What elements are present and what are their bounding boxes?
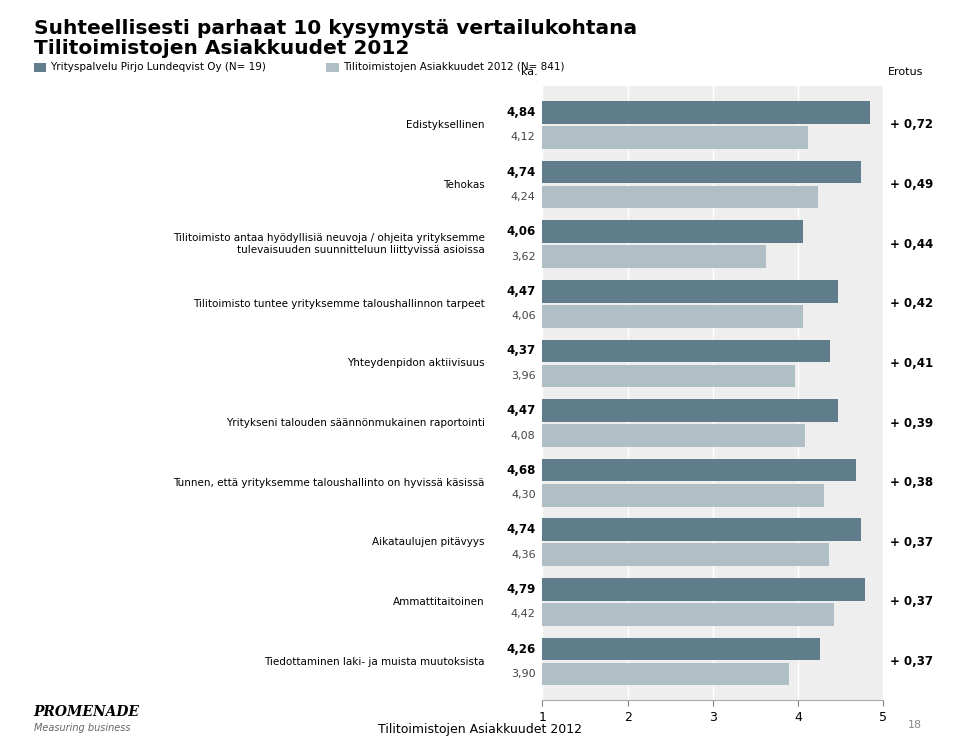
Bar bbox=[542, 424, 804, 447]
Text: 4,24: 4,24 bbox=[511, 192, 536, 202]
Text: + 0,39: + 0,39 bbox=[890, 416, 933, 429]
Text: 4,26: 4,26 bbox=[507, 643, 536, 655]
Text: Erotus: Erotus bbox=[888, 67, 924, 77]
Text: 4,42: 4,42 bbox=[511, 610, 536, 619]
Text: 4,74: 4,74 bbox=[507, 524, 536, 536]
Text: + 0,37: + 0,37 bbox=[890, 595, 933, 608]
Text: Aikataulujen pitävyys: Aikataulujen pitävyys bbox=[372, 537, 485, 548]
Text: 4,06: 4,06 bbox=[511, 312, 536, 321]
Text: 4,47: 4,47 bbox=[507, 285, 536, 298]
Text: 3,62: 3,62 bbox=[511, 252, 536, 261]
Bar bbox=[542, 246, 766, 268]
Text: Measuring business: Measuring business bbox=[34, 723, 131, 733]
Text: 4,30: 4,30 bbox=[511, 490, 536, 500]
Text: Tilitoimisto antaa hyödyllisiä neuvoja / ohjeita yrityksemme
tulevaisuuden suunn: Tilitoimisto antaa hyödyllisiä neuvoja /… bbox=[173, 233, 485, 255]
Bar bbox=[542, 101, 870, 124]
Bar bbox=[542, 663, 789, 685]
Bar bbox=[542, 637, 820, 661]
Text: Yrityspalvelu Pirjo Lundeqvist Oy (N= 19): Yrityspalvelu Pirjo Lundeqvist Oy (N= 19… bbox=[50, 62, 266, 73]
Text: 4,36: 4,36 bbox=[511, 550, 536, 560]
Text: Tehokas: Tehokas bbox=[444, 180, 485, 189]
Text: 4,68: 4,68 bbox=[506, 464, 536, 476]
Text: 4,06: 4,06 bbox=[507, 225, 536, 238]
Text: 3,96: 3,96 bbox=[511, 371, 536, 381]
Text: 4,84: 4,84 bbox=[506, 106, 536, 119]
Text: Yhteydenpidon aktiivisuus: Yhteydenpidon aktiivisuus bbox=[348, 359, 485, 369]
Bar bbox=[542, 365, 795, 387]
Text: + 0,72: + 0,72 bbox=[890, 118, 933, 131]
Bar bbox=[542, 484, 824, 506]
Text: Yritykseni talouden säännönmukainen raportointi: Yritykseni talouden säännönmukainen rapo… bbox=[226, 418, 485, 428]
Bar bbox=[542, 578, 865, 601]
Bar bbox=[542, 305, 804, 327]
Text: + 0,37: + 0,37 bbox=[890, 536, 933, 549]
Bar bbox=[542, 339, 829, 363]
Bar bbox=[542, 126, 808, 149]
Bar bbox=[542, 220, 804, 243]
Text: + 0,49: + 0,49 bbox=[890, 178, 933, 191]
Text: Tilitoimistojen Asiakkuudet 2012: Tilitoimistojen Asiakkuudet 2012 bbox=[378, 723, 582, 736]
Text: 4,74: 4,74 bbox=[507, 166, 536, 178]
Bar bbox=[542, 544, 828, 566]
Text: Tilitoimistojen Asiakkuudet 2012: Tilitoimistojen Asiakkuudet 2012 bbox=[34, 39, 409, 58]
Text: + 0,44: + 0,44 bbox=[890, 237, 933, 251]
Text: + 0,38: + 0,38 bbox=[890, 476, 933, 489]
Bar bbox=[542, 399, 838, 422]
Text: Tilitoimisto tuntee yrityksemme taloushallinnon tarpeet: Tilitoimisto tuntee yrityksemme talousha… bbox=[193, 299, 485, 309]
Text: + 0,41: + 0,41 bbox=[890, 357, 933, 370]
Bar bbox=[542, 603, 834, 625]
Bar bbox=[542, 459, 856, 482]
Text: Tunnen, että yrityksemme taloushallinto on hyvissä käsissä: Tunnen, että yrityksemme taloushallinto … bbox=[174, 478, 485, 488]
Text: 4,12: 4,12 bbox=[511, 133, 536, 142]
Text: + 0,37: + 0,37 bbox=[890, 655, 933, 668]
Text: 4,08: 4,08 bbox=[511, 431, 536, 440]
Text: ka.: ka. bbox=[521, 67, 538, 77]
Text: Tilitoimistojen Asiakkuudet 2012 (N= 841): Tilitoimistojen Asiakkuudet 2012 (N= 841… bbox=[343, 62, 564, 73]
Bar bbox=[542, 518, 861, 541]
Text: Suhteellisesti parhaat 10 kysymystä vertailukohtana: Suhteellisesti parhaat 10 kysymystä vert… bbox=[34, 19, 636, 37]
Bar bbox=[542, 161, 861, 184]
Text: 4,79: 4,79 bbox=[507, 583, 536, 596]
Text: 3,90: 3,90 bbox=[511, 669, 536, 679]
Bar bbox=[542, 186, 819, 208]
Text: Ammattitaitoinen: Ammattitaitoinen bbox=[394, 597, 485, 607]
Text: 4,37: 4,37 bbox=[507, 345, 536, 357]
Bar bbox=[542, 280, 838, 303]
Text: 18: 18 bbox=[907, 721, 922, 730]
Text: Edistyksellinen: Edistyksellinen bbox=[406, 120, 485, 130]
Text: PROMENADE: PROMENADE bbox=[34, 705, 139, 719]
Text: + 0,42: + 0,42 bbox=[890, 297, 933, 310]
Text: Tiedottaminen laki- ja muista muutoksista: Tiedottaminen laki- ja muista muutoksist… bbox=[264, 657, 485, 667]
Text: 4,47: 4,47 bbox=[507, 404, 536, 417]
